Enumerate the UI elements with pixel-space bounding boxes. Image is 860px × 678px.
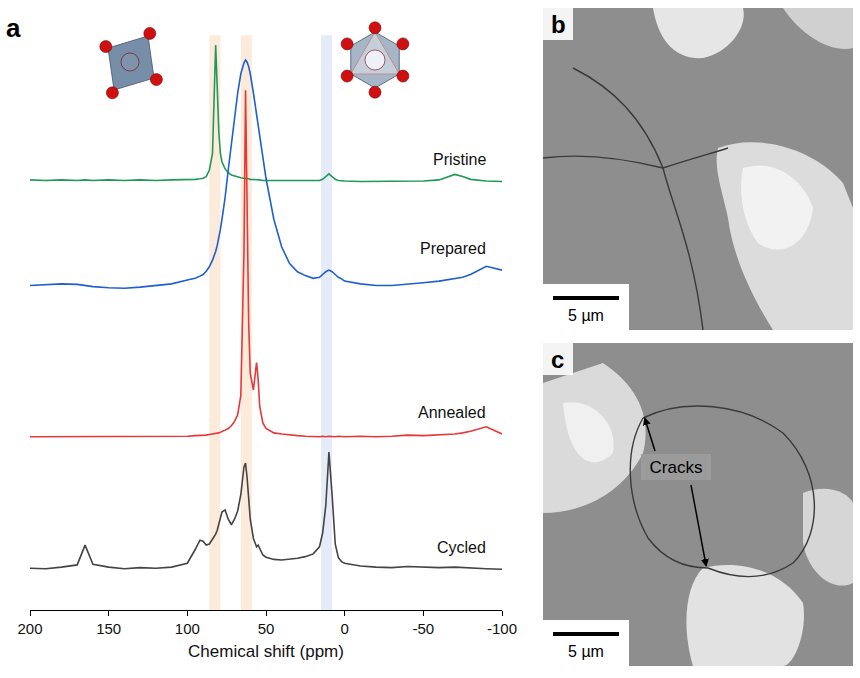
svg-text:5 µm: 5 µm — [568, 643, 604, 660]
svg-text:Prepared: Prepared — [420, 240, 486, 257]
svg-text:Cracks: Cracks — [650, 458, 703, 477]
svg-text:100: 100 — [175, 620, 200, 637]
svg-text:b: b — [551, 11, 566, 38]
svg-text:5 µm: 5 µm — [568, 307, 604, 324]
svg-text:50: 50 — [258, 620, 275, 637]
svg-text:Chemical shift (ppm): Chemical shift (ppm) — [188, 642, 344, 661]
svg-text:-50: -50 — [412, 620, 434, 637]
svg-text:a: a — [6, 13, 21, 43]
svg-text:c: c — [551, 346, 564, 373]
svg-text:Pristine: Pristine — [433, 151, 486, 168]
svg-text:Annealed: Annealed — [418, 404, 486, 421]
svg-text:0: 0 — [340, 620, 348, 637]
svg-text:Cycled: Cycled — [437, 539, 486, 556]
svg-text:200: 200 — [17, 620, 42, 637]
svg-text:150: 150 — [96, 620, 121, 637]
svg-text:-100: -100 — [487, 620, 517, 637]
